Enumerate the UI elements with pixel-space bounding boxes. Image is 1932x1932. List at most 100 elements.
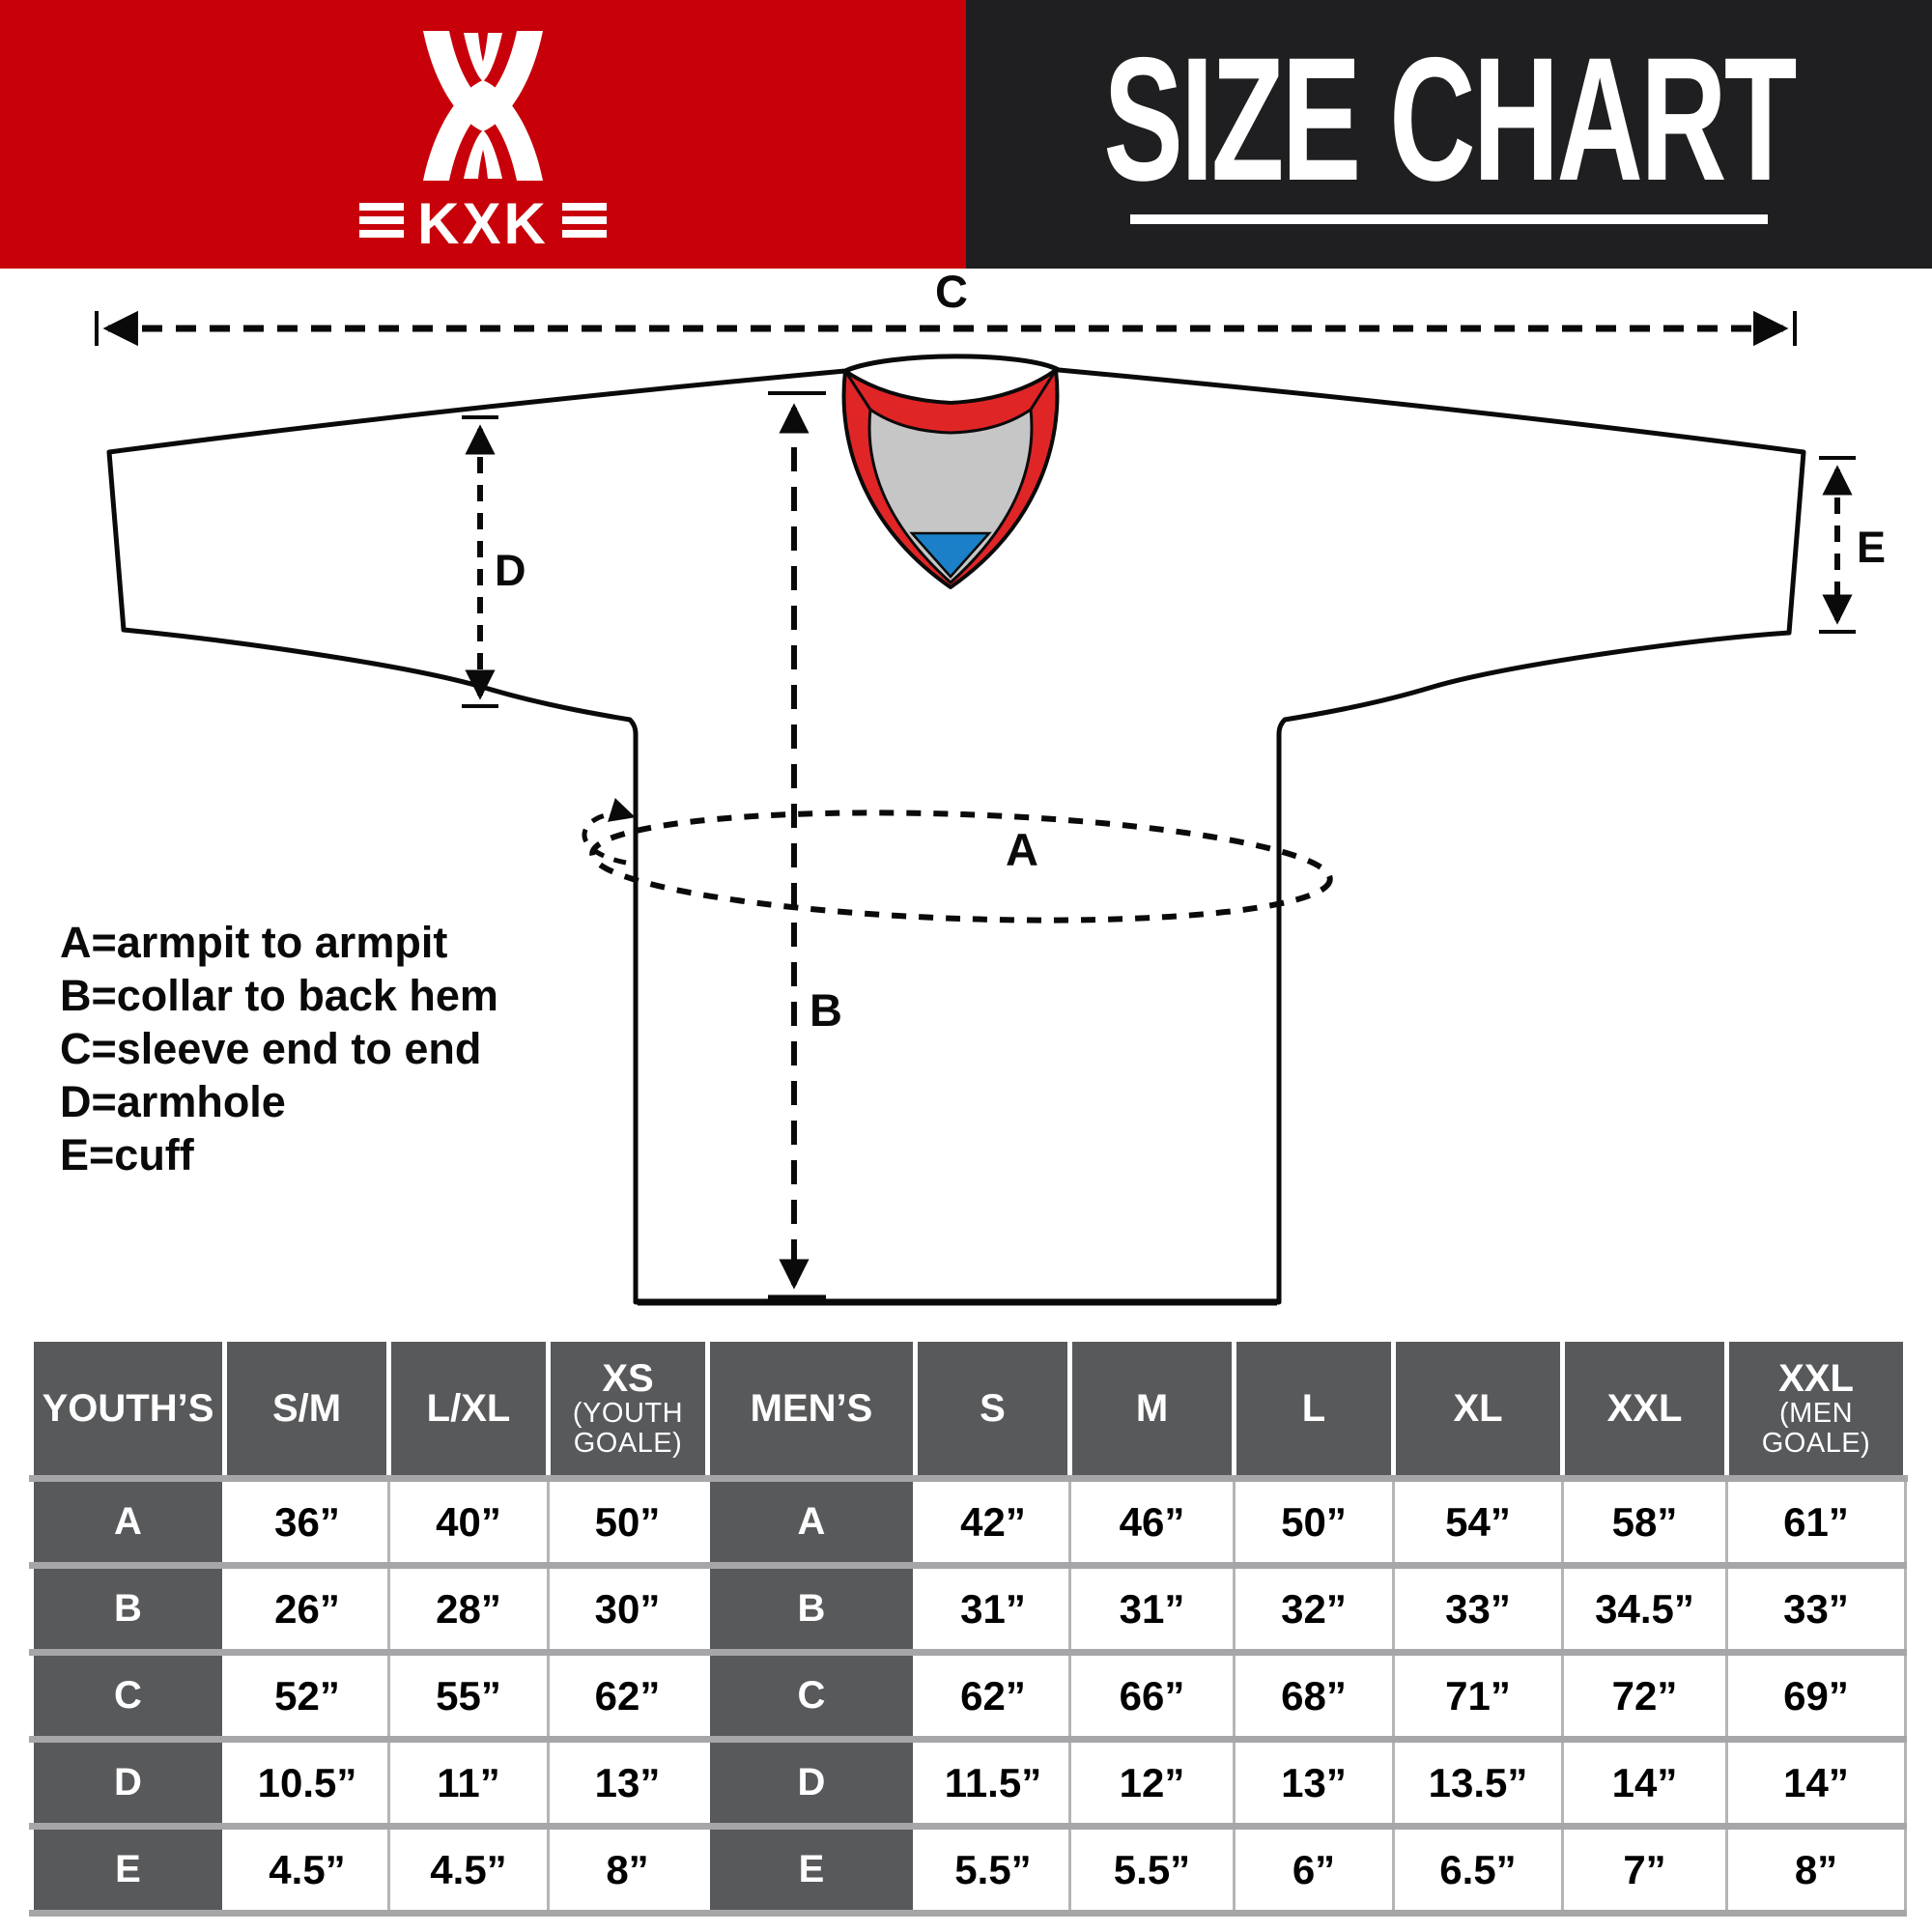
measure-d-arrow bbox=[462, 415, 498, 708]
cell-value: 36” bbox=[223, 1475, 390, 1569]
jersey-measurement-diagram: C D B E A bbox=[95, 269, 1886, 1306]
cell-value: 62” bbox=[914, 1649, 1071, 1743]
header-youth-goalie-size: XS bbox=[602, 1357, 654, 1400]
row-label: A bbox=[29, 1475, 227, 1569]
measure-b-arrow bbox=[768, 391, 826, 1300]
table-row-c: C 52” 55” 62” C 62” 66” 68” 71” 72” 69” bbox=[29, 1649, 1907, 1743]
table-row-e: E 4.5” 4.5” 8” E 5.5” 5.5” 6” 6.5” 7” 8” bbox=[29, 1823, 1907, 1917]
legend-line-e: E=cuff bbox=[60, 1130, 194, 1179]
cell-value: 13” bbox=[1233, 1736, 1395, 1830]
cell-value: 46” bbox=[1068, 1475, 1236, 1569]
cell-value: 50” bbox=[547, 1475, 709, 1569]
cell-value: 31” bbox=[1068, 1562, 1236, 1656]
page-title: SIZE CHART bbox=[1103, 20, 1797, 217]
cell-value: 66” bbox=[1068, 1649, 1236, 1743]
cell-value: 54” bbox=[1392, 1475, 1564, 1569]
row-label: B bbox=[29, 1562, 227, 1656]
row-label: D bbox=[29, 1736, 227, 1830]
cell-value: 11.5” bbox=[914, 1736, 1071, 1830]
cell-value: 7” bbox=[1561, 1823, 1728, 1917]
cell-value: 13.5” bbox=[1392, 1736, 1564, 1830]
collar-seam-right bbox=[1029, 369, 1058, 411]
cell-value: 71” bbox=[1392, 1649, 1564, 1743]
cell-value: 50” bbox=[1233, 1475, 1395, 1569]
cell-value: 10.5” bbox=[223, 1736, 390, 1830]
cell-value: 8” bbox=[1725, 1823, 1907, 1917]
cell-value: 58” bbox=[1561, 1475, 1728, 1569]
kxk-logo-mark bbox=[359, 31, 607, 238]
measure-d-label: D bbox=[495, 546, 526, 595]
header-youth-goalie-sub2: GOALE) bbox=[573, 1428, 683, 1459]
kxk-logo: KXK bbox=[359, 31, 607, 256]
header-men-goalie-sub1: (MEN bbox=[1778, 1398, 1854, 1429]
row-label: E bbox=[29, 1823, 227, 1917]
cell-value: 72” bbox=[1561, 1649, 1728, 1743]
legend-line-a: A=armpit to armpit bbox=[60, 918, 448, 967]
cell-value: 13” bbox=[547, 1736, 709, 1830]
cell-value: 6” bbox=[1233, 1823, 1395, 1917]
cell-value: 34.5” bbox=[1561, 1562, 1728, 1656]
header-men-goalie-size: XXL bbox=[1778, 1357, 1854, 1400]
header-mens: MEN’S bbox=[705, 1338, 918, 1482]
cell-value: 4.5” bbox=[387, 1823, 550, 1917]
cell-value: 62” bbox=[547, 1649, 709, 1743]
measure-a-ellipse bbox=[582, 798, 1333, 923]
collar-seam-left bbox=[843, 370, 872, 411]
cell-value: 30” bbox=[547, 1562, 709, 1656]
header-men-goalie-sub2: GOALE) bbox=[1761, 1428, 1871, 1459]
cell-value: 68” bbox=[1233, 1649, 1395, 1743]
jersey-collar bbox=[841, 368, 1060, 589]
row-label: B bbox=[705, 1562, 918, 1656]
cell-value: 11” bbox=[387, 1736, 550, 1830]
header-men-l: L bbox=[1232, 1338, 1396, 1482]
header-men-s: S bbox=[913, 1338, 1072, 1482]
measure-a-label: A bbox=[1006, 824, 1038, 875]
cell-value: 26” bbox=[223, 1562, 390, 1656]
brand-panel: KXK bbox=[0, 0, 966, 269]
cell-value: 69” bbox=[1725, 1649, 1907, 1743]
measure-e-label: E bbox=[1857, 523, 1886, 572]
header-youth-xs-goalie: XS (YOUTH GOALE) bbox=[546, 1338, 710, 1482]
row-label: C bbox=[29, 1649, 227, 1743]
measurement-legend: A=armpit to armpit B=collar to back hem … bbox=[60, 916, 498, 1181]
title-panel: SIZE CHART bbox=[966, 0, 1932, 269]
row-label: D bbox=[705, 1736, 918, 1830]
header-youth-goalie-sub1: (YOUTH bbox=[572, 1398, 684, 1429]
row-label: E bbox=[705, 1823, 918, 1917]
title-underline bbox=[1130, 214, 1768, 224]
cell-value: 40” bbox=[387, 1475, 550, 1569]
header-men-xxl: XXL bbox=[1560, 1338, 1729, 1482]
size-table: YOUTH’S S/M L/XL XS (YOUTH GOALE) MEN’S … bbox=[29, 1338, 1908, 1917]
cell-value: 5.5” bbox=[1068, 1823, 1236, 1917]
cell-value: 61” bbox=[1725, 1475, 1907, 1569]
cell-value: 33” bbox=[1392, 1562, 1564, 1656]
table-row-b: B 26” 28” 30” B 31” 31” 32” 33” 34.5” 33… bbox=[29, 1562, 1907, 1656]
cell-value: 14” bbox=[1725, 1736, 1907, 1830]
cell-value: 31” bbox=[914, 1562, 1071, 1656]
measure-c-label: C bbox=[935, 269, 968, 317]
cell-value: 55” bbox=[387, 1649, 550, 1743]
cell-value: 14” bbox=[1561, 1736, 1728, 1830]
cell-value: 42” bbox=[914, 1475, 1071, 1569]
header-youth-lxl: L/XL bbox=[386, 1338, 551, 1482]
cell-value: 52” bbox=[223, 1649, 390, 1743]
header-banner: KXK SIZE CHART bbox=[0, 0, 1932, 269]
cell-value: 4.5” bbox=[223, 1823, 390, 1917]
header-men-xxl-goalie: XXL (MEN GOALE) bbox=[1724, 1338, 1908, 1482]
collar-inner-gray bbox=[867, 408, 1034, 584]
kxk-logo-text: KXK bbox=[417, 191, 549, 256]
cell-value: 33” bbox=[1725, 1562, 1907, 1656]
header-youths: YOUTH’S bbox=[29, 1338, 227, 1482]
measure-c-arrow bbox=[95, 310, 1797, 347]
row-label: C bbox=[705, 1649, 918, 1743]
header-youth-sm: S/M bbox=[222, 1338, 391, 1482]
cell-value: 28” bbox=[387, 1562, 550, 1656]
cell-value: 6.5” bbox=[1392, 1823, 1564, 1917]
cell-value: 12” bbox=[1068, 1736, 1236, 1830]
header-men-xl: XL bbox=[1391, 1338, 1565, 1482]
legend-line-d: D=armhole bbox=[60, 1077, 286, 1126]
table-row-a: A 36” 40” 50” A 42” 46” 50” 54” 58” 61” bbox=[29, 1475, 1907, 1569]
measure-b-label: B bbox=[810, 984, 842, 1036]
measure-e-arrow bbox=[1819, 456, 1856, 634]
table-row-d: D 10.5” 11” 13” D 11.5” 12” 13” 13.5” 14… bbox=[29, 1736, 1907, 1830]
